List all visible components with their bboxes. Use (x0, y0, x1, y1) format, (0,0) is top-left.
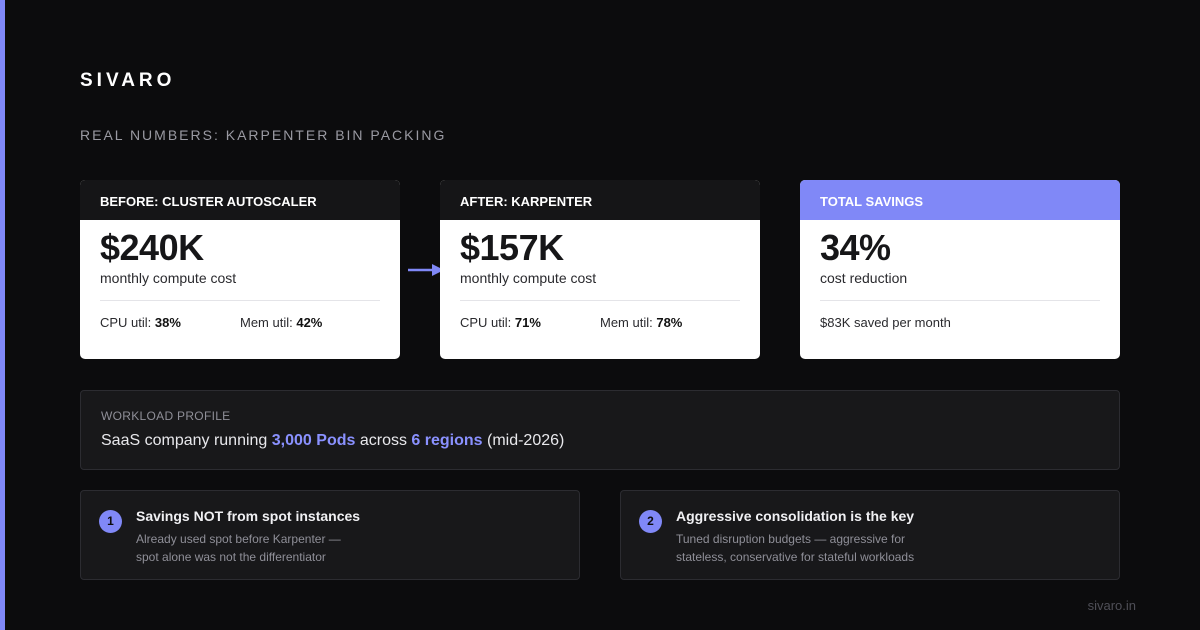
after-cost-value: $157K (460, 227, 564, 268)
arrow-right-icon (408, 264, 444, 276)
after-mem-util: Mem util: 78% (600, 315, 683, 330)
savings-card: TOTAL SAVINGS 34% cost reduction $83K sa… (800, 180, 1120, 359)
pods-count: 3,000 Pods (271, 432, 356, 449)
workload-profile-text: SaaS company running 3,000 Pods across 6… (101, 432, 565, 449)
before-mem-util: Mem util: 42% (240, 315, 323, 330)
savings-percent-value: 34% (820, 227, 891, 268)
workload-profile-panel: WORKLOAD PROFILE SaaS company running 3,… (80, 390, 1120, 470)
savings-card-header: TOTAL SAVINGS (800, 180, 1120, 220)
after-cost-caption: monthly compute cost (460, 270, 597, 286)
note-description-1: Already used spot before Karpenter — spot… (136, 532, 341, 564)
note-title-1: Savings NOT from spot instances (136, 508, 361, 524)
note-card-1: 1 Savings NOT from spot instances Alread… (80, 490, 580, 580)
before-cpu-util: CPU util: 38% (100, 315, 181, 330)
footer-url: sivaro.in (1087, 598, 1136, 613)
after-cpu-util: CPU util: 71% (460, 315, 541, 330)
savings-divider (820, 300, 1100, 301)
before-card: BEFORE: CLUSTER AUTOSCALER $240K monthly… (80, 180, 400, 359)
workload-profile-label: WORKLOAD PROFILE (101, 409, 231, 423)
before-divider (100, 300, 380, 301)
savings-caption: cost reduction (820, 270, 908, 286)
before-card-header: BEFORE: CLUSTER AUTOSCALER (80, 180, 400, 220)
note-title-2: Aggressive consolidation is the key (676, 508, 915, 524)
before-cost-caption: monthly compute cost (100, 270, 237, 286)
after-card-header: AFTER: KARPENTER (440, 180, 760, 220)
number-badge-2: 2 (639, 510, 662, 533)
number-badge-1: 1 (99, 510, 122, 533)
regions-count: 6 regions (411, 432, 483, 449)
note-card-2: 2 Aggressive consolidation is the key Tu… (620, 490, 1120, 580)
after-divider (460, 300, 740, 301)
before-cost-value: $240K (100, 227, 204, 268)
savings-detail: $83K saved per month (820, 315, 951, 330)
accent-bar (0, 0, 5, 630)
note-description-2: Tuned disruption budgets — aggressive fo… (676, 532, 915, 564)
brand-logo: SIVARO (80, 70, 176, 91)
page-subtitle: REAL NUMBERS: KARPENTER BIN PACKING (80, 127, 447, 143)
after-card: AFTER: KARPENTER $157K monthly compute c… (440, 180, 760, 359)
